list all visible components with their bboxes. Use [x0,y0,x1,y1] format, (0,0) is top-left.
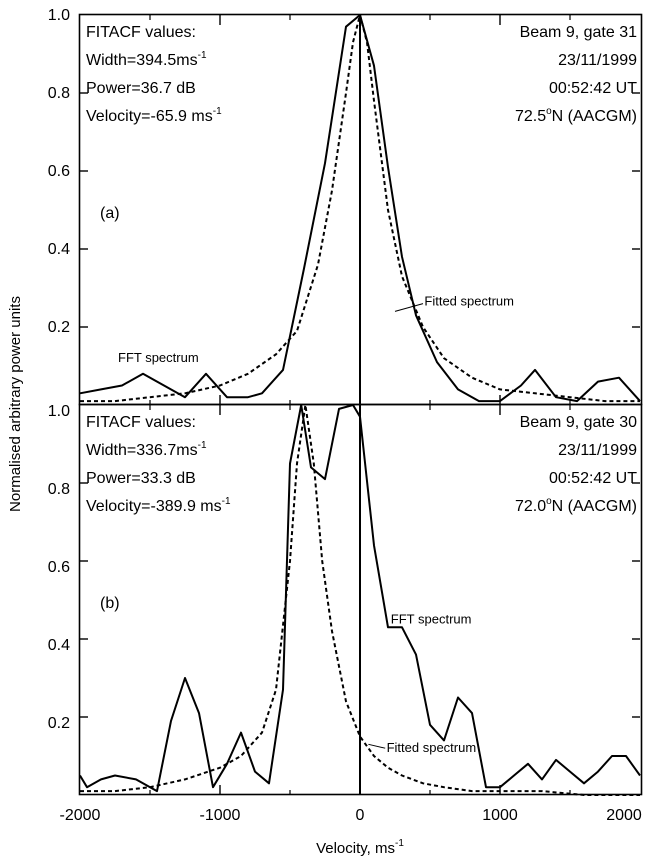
fitted-spectrum-label-b: Fitted spectrum [387,740,477,755]
panel-a-info-text: 72.5oN (AACGM) [515,106,637,125]
x-tick-label-0: 0 [356,807,365,824]
fft-spectrum-line-a [79,14,641,403]
y-tick-label-b-1.0: 1.0 [48,403,70,420]
panel-b-info-text: 00:52:42 UT [549,470,637,487]
y-tick-label-b-0.6: 0.6 [48,559,70,576]
panel-a-info-text: 23/11/1999 [558,52,637,69]
fitted-spectrum-leader-b [368,743,386,749]
panel-b-info-text: 23/11/1999 [558,442,637,459]
panel-b-fitacf-text: FITACF values: [86,414,196,431]
y-tick-label-b-0.8: 0.8 [48,481,70,498]
annotation-layer: FITACF values: Width=394.5ms-1 Power=36.7 … [86,24,637,755]
panel-a-fitacf-text: Velocity=-65.9 ms-1 [86,106,222,125]
panel-b-info-text: 72.0oN (AACGM) [515,496,637,515]
fft-spectrum-label-a: FFT spectrum [118,350,199,365]
panel-a-fitacf-text: Width=394.5ms-1 [86,50,207,69]
fitted-spectrum-line-a [80,14,640,403]
fft-spectrum-label-b: FFT spectrum [391,611,472,626]
panel-b-info-text: Beam 9, gate 30 [520,414,638,431]
y-tick-label-a-1.0: 1.0 [48,7,70,24]
panel-a-info-text: Beam 9, gate 31 [520,24,638,41]
y-tick-label-b-0.4: 0.4 [48,637,70,654]
panel-b-fitacf-text: Power=33.3 dB [86,470,196,487]
x-tick-label-1000: 1000 [482,807,518,824]
panel-a-fitacf-text: Power=36.7 dB [86,80,196,97]
panel-label-b: (b) [100,595,120,612]
y-tick-label-a-0.6: 0.6 [48,163,70,180]
panel-label-a: (a) [100,205,120,222]
y-tick-label-a-0.2: 0.2 [48,319,70,336]
x-tick-label--2000: -2000 [60,807,101,824]
y-axis-title: Normalised arbitrary power units [7,296,24,512]
fitted-spectrum-label-a: Fitted spectrum [424,294,514,309]
y-tick-label-a-0.8: 0.8 [48,85,70,102]
panel-a-fitacf-text: FITACF values: [86,24,196,41]
y-tick-label-b-0.2: 0.2 [48,715,70,732]
y-tick-label-a-0.4: 0.4 [48,241,70,258]
x-tick-label-2000: 2000 [606,807,642,824]
x-tick-label--1000: -1000 [200,807,241,824]
fitted-spectrum-line-b [80,404,640,796]
panel-a-info-text: 00:52:42 UT [549,80,637,97]
panel-b-fitacf-text: Velocity=-389.9 ms-1 [86,496,231,515]
plot-layer [79,14,641,796]
panel-b-fitacf-text: Width=336.7ms-1 [86,440,207,459]
fitted-spectrum-leader-a [394,303,424,312]
fft-spectrum-line-b [79,404,641,793]
x-axis-title: Velocity, ms-1 [316,838,404,857]
